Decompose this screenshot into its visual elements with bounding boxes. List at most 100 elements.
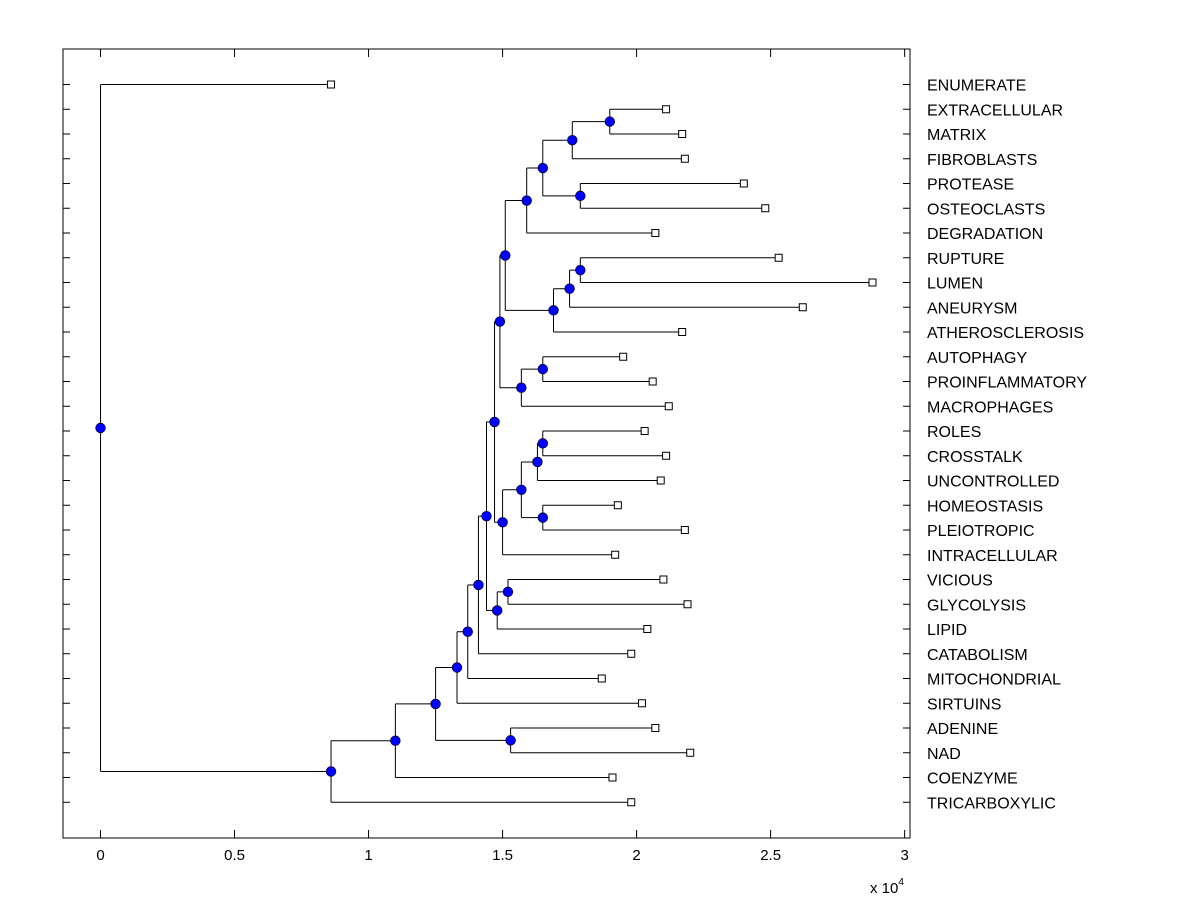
x-tick-label: 3 bbox=[900, 847, 908, 864]
leaf-marker bbox=[680, 526, 689, 534]
node-marker bbox=[502, 586, 514, 598]
node-marker bbox=[537, 363, 548, 375]
leaf-label: ATHEROSCLEROSIS bbox=[927, 325, 1084, 342]
node-marker bbox=[430, 698, 441, 710]
node-marker bbox=[564, 283, 575, 294]
leaf-label: PROINFLAMMATORY bbox=[927, 375, 1087, 392]
leaf-marker bbox=[662, 451, 671, 460]
leaf-marker bbox=[627, 798, 636, 807]
node-marker bbox=[95, 422, 106, 434]
leaf-label: VICIOUS bbox=[927, 573, 993, 590]
leaf-label: TRICARBOXYLIC bbox=[927, 795, 1056, 812]
x-tick-label: 1.5 bbox=[492, 847, 513, 864]
node-marker bbox=[494, 316, 506, 327]
x-tick-label: 2 bbox=[632, 847, 640, 864]
leaf-marker bbox=[608, 773, 617, 782]
node-marker bbox=[451, 662, 463, 673]
leaf-label: HOMEOSTASIS bbox=[927, 498, 1043, 515]
node-marker bbox=[548, 305, 559, 316]
leaf-label: COENZYME bbox=[927, 771, 1018, 788]
leaf-marker bbox=[678, 130, 687, 138]
leaf-marker bbox=[868, 278, 877, 287]
leaf-marker bbox=[680, 154, 689, 163]
node-marker bbox=[489, 416, 500, 428]
node-marker bbox=[516, 484, 527, 495]
leaf-label: ADENINE bbox=[927, 721, 998, 738]
node-marker bbox=[532, 456, 543, 468]
leaf-marker bbox=[664, 402, 673, 411]
leaf-label: NAD bbox=[927, 746, 961, 763]
leaf-label: RUPTURE bbox=[927, 251, 1004, 268]
leaf-label: UNCONTROLLED bbox=[927, 474, 1059, 491]
node-marker bbox=[500, 250, 511, 261]
leaf-label: LUMEN bbox=[927, 276, 983, 293]
node-marker bbox=[325, 766, 337, 777]
x-tick-label: 0 bbox=[96, 847, 104, 864]
x-tick-label: 0.5 bbox=[224, 847, 245, 864]
leaf-label: PROTEASE bbox=[927, 177, 1014, 194]
leaf-marker bbox=[678, 328, 687, 336]
leaf-label: EXTRACELLULAR bbox=[927, 102, 1063, 119]
node-marker bbox=[575, 264, 586, 276]
node-marker bbox=[537, 438, 548, 449]
leaf-marker bbox=[648, 377, 657, 386]
leaf-label: GLYCOLYSIS bbox=[927, 597, 1026, 614]
leaf-label: FIBROBLASTS bbox=[927, 152, 1037, 169]
leaf-label: ENUMERATE bbox=[927, 78, 1026, 95]
leaf-label: PLEIOTROPIC bbox=[927, 523, 1035, 540]
node-marker bbox=[473, 579, 484, 591]
leaf-marker bbox=[619, 352, 628, 361]
leaf-label: OSTEOCLASTS bbox=[927, 201, 1045, 218]
leaf-marker bbox=[613, 501, 622, 510]
node-marker bbox=[505, 735, 516, 746]
leaf-marker bbox=[651, 724, 660, 732]
leaf-marker bbox=[640, 427, 649, 435]
node-marker bbox=[481, 510, 492, 522]
leaf-marker bbox=[327, 80, 336, 89]
leaf-marker bbox=[659, 575, 668, 584]
leaf-marker bbox=[798, 303, 807, 312]
leaf-marker bbox=[651, 229, 660, 237]
leaf-marker bbox=[686, 748, 695, 757]
leaf-label: CROSSTALK bbox=[927, 449, 1023, 466]
leaf-label: MITOCHONDRIAL bbox=[927, 672, 1061, 689]
leaf-label: LIPID bbox=[927, 622, 967, 639]
node-marker bbox=[462, 626, 473, 637]
leaf-label: DEGRADATION bbox=[927, 226, 1043, 243]
x-tick-label: 1 bbox=[364, 847, 372, 864]
leaf-label: MATRIX bbox=[927, 127, 987, 144]
leaf-marker bbox=[761, 204, 770, 213]
leaf-label: SIRTUINS bbox=[927, 696, 1001, 713]
leaf-marker bbox=[643, 625, 652, 633]
node-marker bbox=[492, 605, 503, 616]
x-exponent-power: 4 bbox=[898, 877, 904, 888]
leaf-labels: ENUMERATE EXTRACELLULAR MATRIX FIBROBLASTS P… bbox=[927, 78, 1087, 813]
leaf-marker bbox=[656, 476, 665, 485]
leaf-marker bbox=[739, 179, 748, 188]
leaf-marker bbox=[597, 674, 606, 683]
tree-nodes bbox=[95, 80, 877, 807]
axis-ticks: 0 0.5 1 1.5 2 2.5 3 bbox=[63, 49, 910, 864]
node-marker bbox=[537, 162, 548, 174]
leaf-marker bbox=[683, 600, 692, 609]
node-marker bbox=[516, 382, 527, 393]
node-marker bbox=[521, 195, 532, 206]
leaf-marker bbox=[627, 649, 636, 658]
node-marker bbox=[497, 517, 508, 528]
x-exponent-label: x 104 bbox=[870, 877, 904, 897]
leaf-marker bbox=[662, 105, 671, 114]
leaf-label: ANEURYSM bbox=[927, 300, 1017, 317]
node-marker bbox=[537, 512, 548, 523]
node-marker bbox=[390, 735, 401, 746]
leaf-marker bbox=[774, 253, 783, 262]
leaf-marker bbox=[611, 550, 620, 559]
x-tick-label: 2.5 bbox=[760, 847, 781, 864]
leaf-label: CATABOLISM bbox=[927, 647, 1028, 664]
leaf-label: INTRACELLULAR bbox=[927, 548, 1058, 565]
node-marker bbox=[567, 134, 578, 146]
leaf-label: ROLES bbox=[927, 424, 981, 441]
node-marker bbox=[575, 190, 586, 202]
leaf-marker bbox=[637, 699, 646, 708]
node-marker bbox=[604, 116, 615, 127]
